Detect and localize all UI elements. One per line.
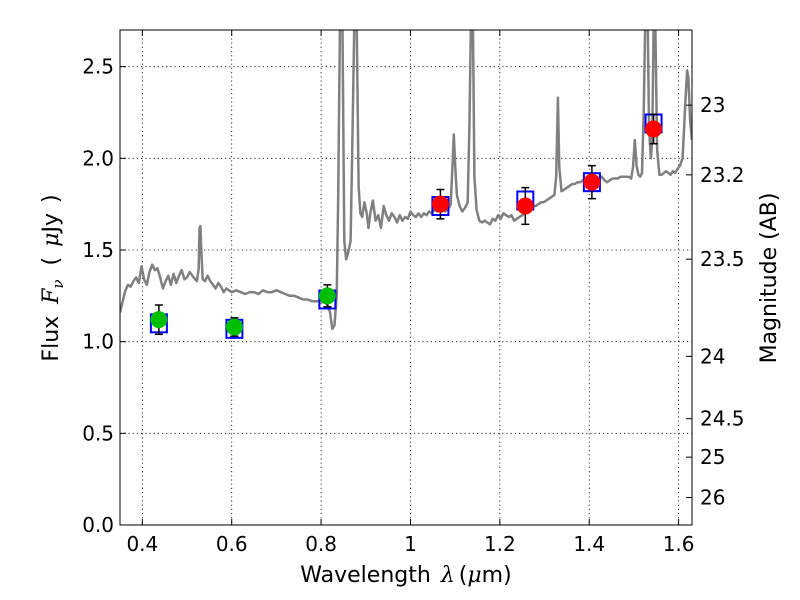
x-tick-label: 1.6: [663, 532, 695, 556]
x-axis-label-text: Wavelength: [300, 563, 431, 588]
x-tick-label: 0.8: [305, 532, 337, 556]
x-tick-label: 1.4: [573, 532, 605, 556]
y-axis-label-text: Flux: [39, 316, 64, 362]
y-axis-unit-open: (: [39, 257, 64, 266]
y-tick-label: 0.5: [82, 421, 114, 445]
x-tick-label: 0.4: [126, 532, 158, 556]
y-axis-subscript: ν: [49, 279, 67, 288]
plot-background: [120, 30, 692, 525]
photometry-point: [318, 287, 336, 305]
photometry-point: [645, 120, 663, 138]
magnitude-tick-label: 23.2: [700, 163, 745, 187]
magnitude-tick-label: 23: [700, 93, 725, 117]
x-axis-unit-rest: m): [482, 563, 512, 588]
y-axis-unit-close: ): [39, 194, 64, 203]
y-tick-label: 2.0: [82, 146, 114, 170]
y-tick-label: 0.0: [82, 513, 114, 537]
y-tick-label: 1.5: [82, 238, 114, 262]
photometry-point: [516, 197, 534, 215]
magnitude-tick-label: 24.5: [700, 407, 745, 431]
magnitude-tick-label: 23.5: [700, 247, 745, 271]
y-axis-unit-mu: μ: [39, 233, 64, 247]
x-axis-symbol: λ: [440, 563, 455, 588]
x-tick-label: 1.2: [484, 532, 516, 556]
magnitude-tick-label: 24: [700, 344, 725, 368]
y-axis-symbol: F: [39, 288, 64, 305]
magnitude-tick-label: 25: [700, 445, 725, 469]
plot-frame: [119, 29, 693, 526]
y-axis-label: Flux Fν ( μJy): [39, 194, 67, 361]
x-tick-label: 1: [404, 532, 417, 556]
y-tick-label: 1.0: [82, 330, 114, 354]
x-axis-unit-open: (: [459, 563, 468, 588]
x-axis-label: Wavelength λ (μm): [300, 563, 511, 588]
photometry-point: [150, 311, 168, 329]
y-tick-label: 2.5: [82, 55, 114, 79]
magnitude-tick-label: 26: [700, 486, 725, 510]
right-axis-label: Magnitude (AB): [757, 193, 782, 364]
x-axis-unit-mu: μ: [467, 563, 481, 588]
photometry-point: [583, 173, 601, 191]
y-axis-unit-rest: Jy: [39, 213, 64, 235]
photometry-point: [225, 318, 243, 336]
plot-area: [120, 30, 692, 339]
axis-ticks: 0.4 0.6 0.8 1 1.2 1.4 1.6 0.0 0.5 1.0 1.5 2.0 2.5 23 2…: [82, 30, 745, 556]
model-spectrum-line: [120, 30, 692, 331]
x-tick-label: 0.6: [216, 532, 248, 556]
photometry-point: [431, 195, 449, 213]
